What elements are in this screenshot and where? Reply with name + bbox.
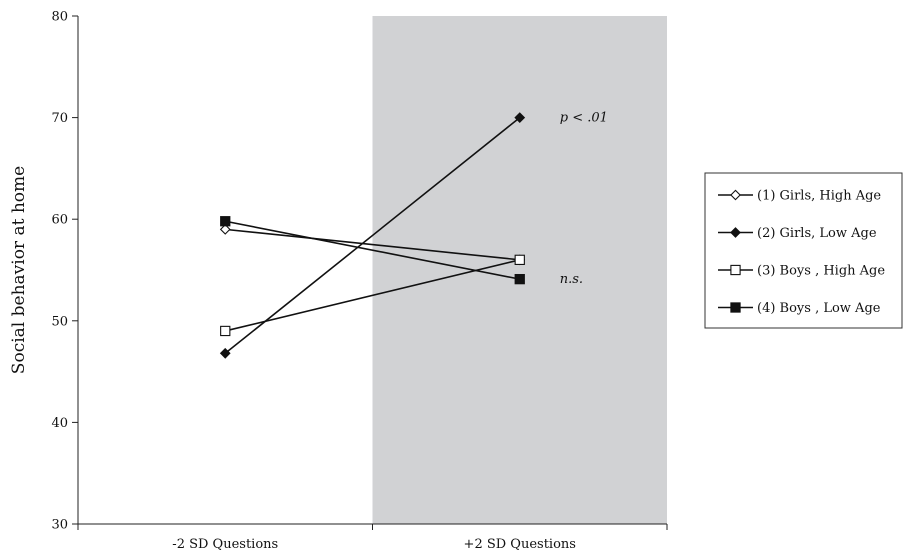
data-point	[219, 347, 231, 359]
axes: 30 40 50 60 70 80 -2 SD Questions +2 SD Questio…	[51, 10, 668, 552]
series-line	[225, 220, 520, 280]
data-point	[219, 223, 231, 235]
legend-box	[704, 172, 903, 329]
legend-marker	[730, 189, 741, 201]
legend-label: (4) Boys , Low Age	[757, 301, 881, 316]
y-tick-label: 50	[51, 314, 68, 329]
x-tick-label: -2 SD Questions	[172, 537, 278, 552]
annotation-significant: p < .01	[560, 111, 608, 126]
series-line	[224, 116, 521, 354]
legend: (1) Girls, High Age (2) Girls, Low Age (3)…	[704, 172, 903, 329]
annotation-not-significant: n.s.	[560, 272, 583, 287]
legend-label: (3) Boys , High Age	[757, 264, 885, 279]
series-line	[225, 259, 520, 332]
legend-item: (2) Girls, Low Age	[718, 226, 877, 241]
data-point	[514, 273, 525, 285]
data-point	[220, 216, 231, 227]
series-4	[220, 216, 525, 285]
y-tick-label: 70	[51, 111, 68, 126]
legend-label: (2) Girls, Low Age	[757, 226, 877, 241]
data-point	[514, 254, 525, 265]
x-tick-label: +2 SD Questions	[464, 537, 576, 552]
legend-item: (4) Boys , Low Age	[718, 301, 881, 316]
series-2	[219, 112, 526, 359]
legend-item: (3) Boys , High Age	[718, 264, 885, 279]
data-point	[220, 325, 231, 337]
y-tick-label: 40	[51, 416, 68, 431]
series-layer	[219, 112, 526, 359]
legend-marker	[730, 302, 741, 313]
y-axis-title: Social behavior at home	[9, 166, 29, 374]
series-line	[225, 228, 520, 261]
legend-marker	[730, 227, 741, 238]
series-3	[220, 254, 525, 337]
y-tick-label: 80	[51, 10, 68, 25]
legend-label: (1) Girls, High Age	[757, 189, 881, 204]
shaded-region	[372, 16, 667, 524]
data-point	[514, 112, 526, 123]
y-tick-label: 30	[51, 518, 68, 533]
legend-item: (1) Girls, High Age	[718, 189, 881, 204]
y-tick-label: 60	[51, 213, 68, 228]
legend-marker	[730, 264, 741, 276]
